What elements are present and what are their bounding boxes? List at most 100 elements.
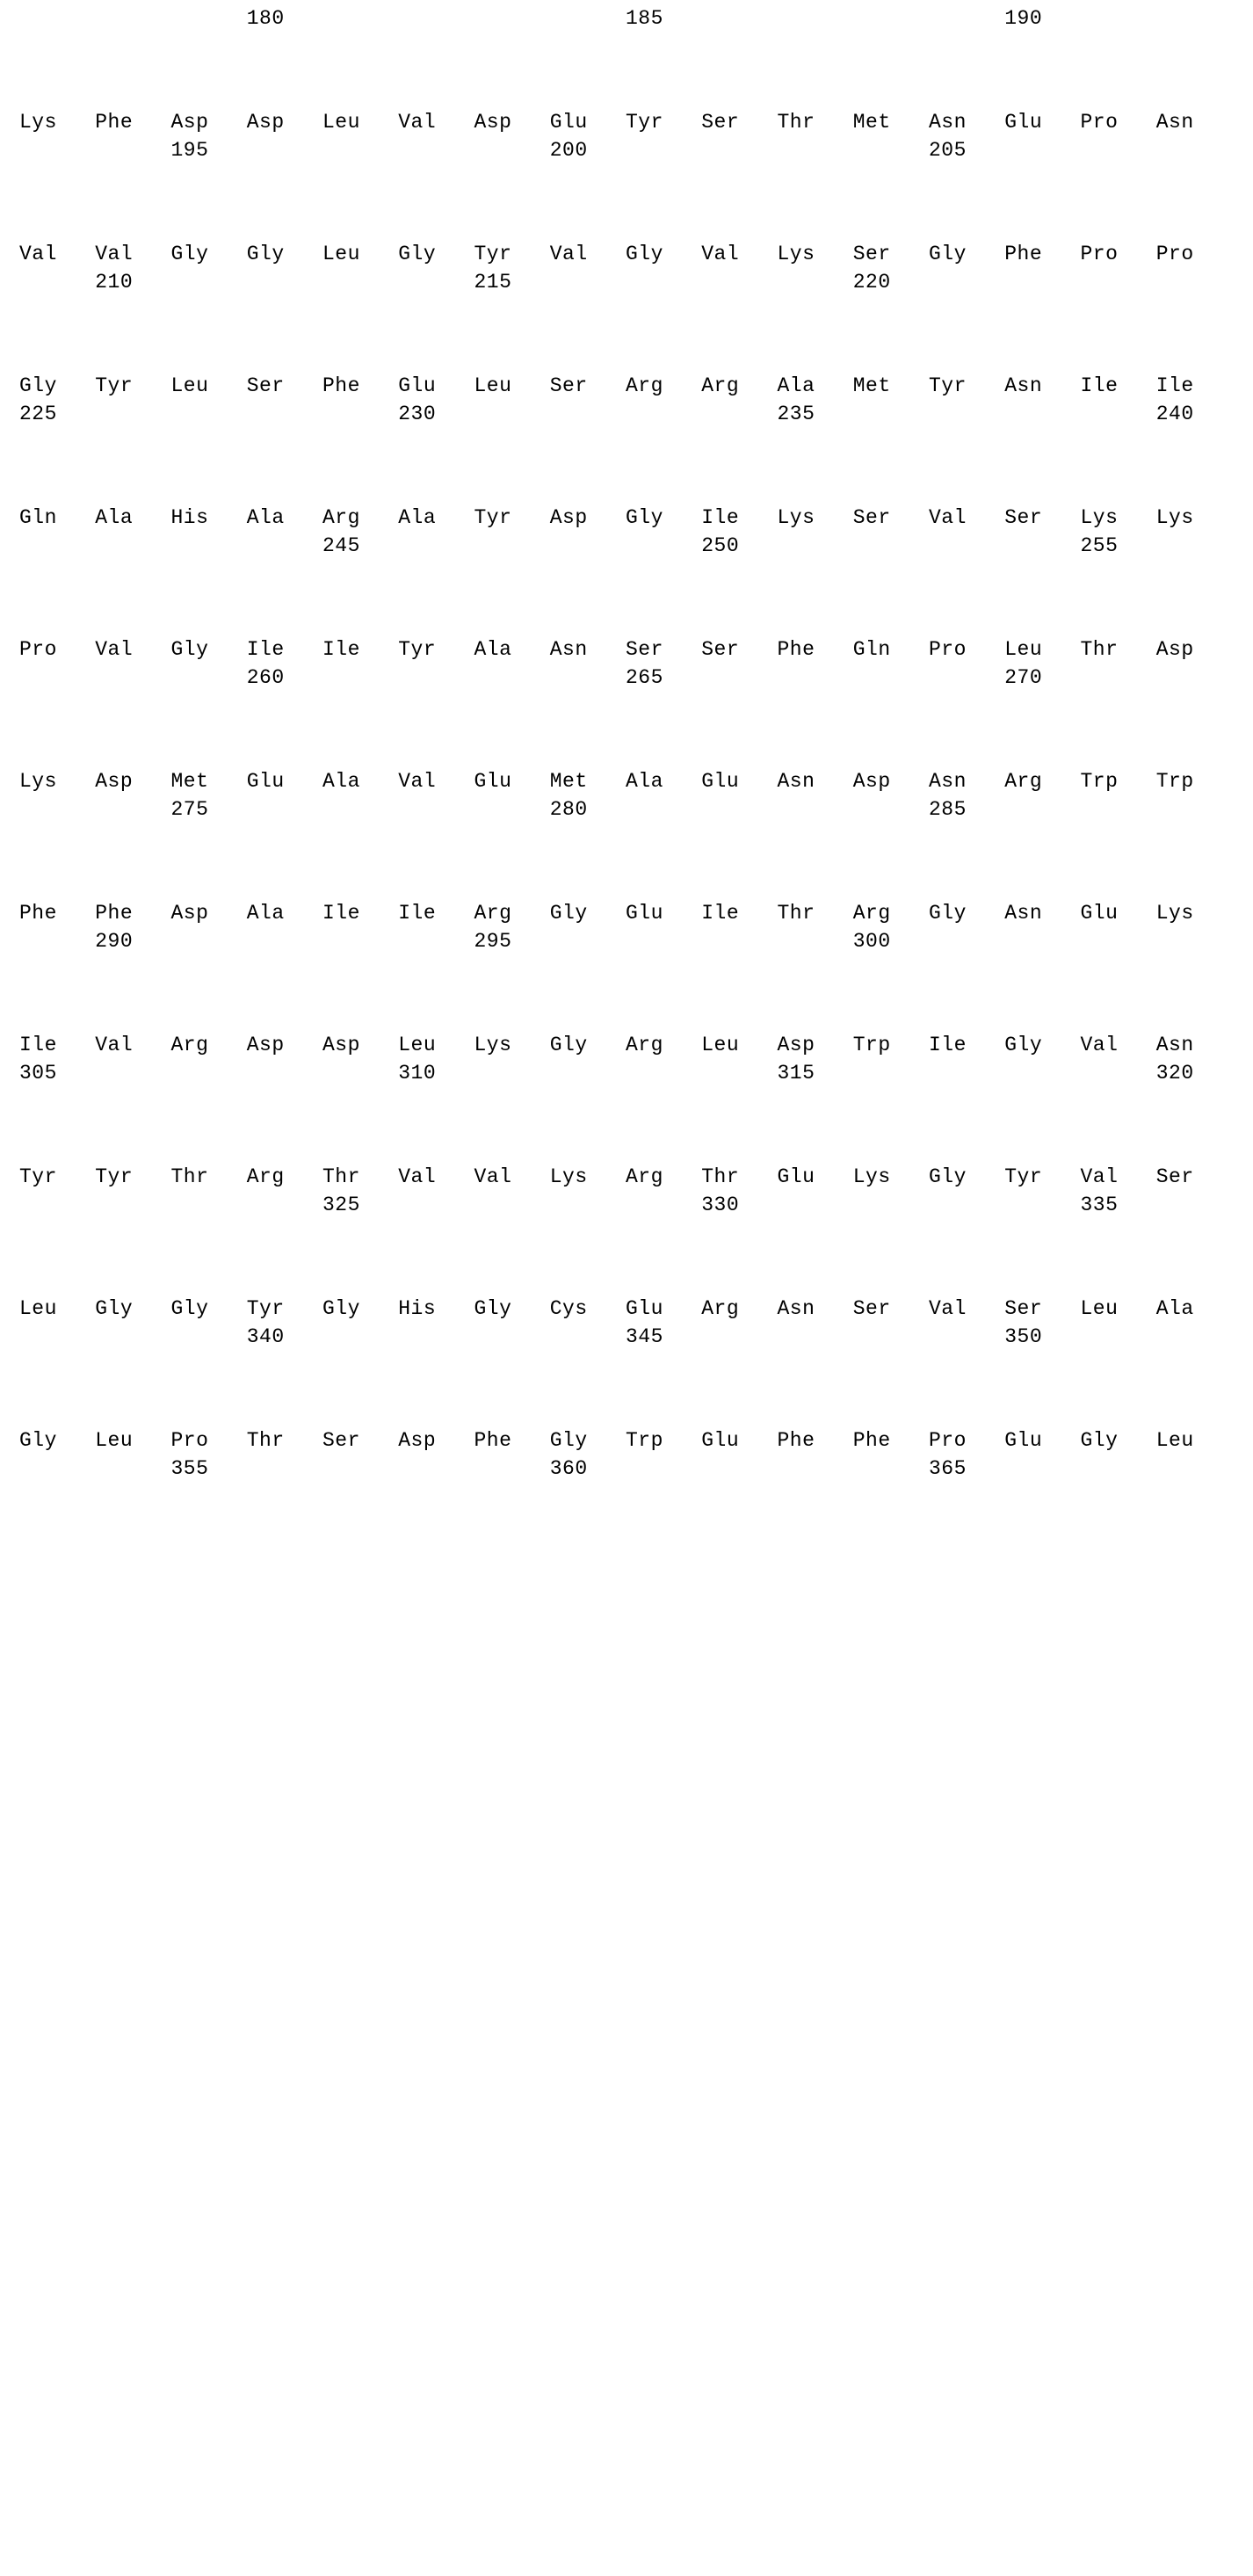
residue-cell: Lys xyxy=(474,1034,550,1056)
position-number-cell xyxy=(322,666,398,689)
residue-cell: Asp xyxy=(322,1034,398,1056)
position-number-cell xyxy=(778,666,853,689)
residue-cell: Ala xyxy=(247,902,322,925)
sequence-block: PhePheAspAlaIleIleArgGlyGluIleThrArgGlyA… xyxy=(19,902,1253,953)
position-number-cell xyxy=(1081,666,1156,689)
residue-cell: Met xyxy=(550,770,626,793)
residue-cell: Tyr xyxy=(1004,1165,1080,1188)
residue-cell: Val xyxy=(95,243,170,265)
position-number-row: 290295300 xyxy=(19,930,1253,953)
sequence-block: LysAspMetGluAlaValGluMetAlaGluAsnAspAsnA… xyxy=(19,770,1253,821)
residue-cell: Ala xyxy=(398,506,474,529)
position-number-cell xyxy=(626,139,701,162)
residue-cell: Leu xyxy=(322,111,398,134)
position-number-cell xyxy=(929,666,1004,689)
position-number-cell xyxy=(1081,1325,1156,1348)
residue-cell: Tyr xyxy=(474,506,550,529)
residue-cell: Val xyxy=(19,243,95,265)
residue-row: LeuGlyGlyTyrGlyHisGlyCysGluArgAsnSerValS… xyxy=(19,1297,1253,1320)
residue-cell: Asp xyxy=(778,1034,853,1056)
position-number-cell xyxy=(701,1325,777,1348)
residue-cell: Met xyxy=(171,770,247,793)
position-number-cell xyxy=(171,1194,247,1216)
residue-row: IleValArgAspAspLeuLysGlyArgLeuAspTrpIleG… xyxy=(19,1034,1253,1056)
position-number-cell xyxy=(778,7,853,30)
residue-cell: Gly xyxy=(929,1165,1004,1188)
position-number-cell xyxy=(322,403,398,425)
residue-cell: Gly xyxy=(171,243,247,265)
residue-cell: Val xyxy=(95,1034,170,1056)
residue-cell: Lys xyxy=(778,243,853,265)
residue-cell: Lys xyxy=(19,111,95,134)
position-number-cell: 185 xyxy=(626,7,701,30)
residue-cell: Phe xyxy=(1004,243,1080,265)
position-number-cell xyxy=(19,1194,95,1216)
residue-cell: Val xyxy=(95,638,170,661)
residue-cell: Glu xyxy=(1004,111,1080,134)
position-number-cell xyxy=(1156,534,1232,557)
residue-cell: Arg xyxy=(626,1034,701,1056)
residue-cell: Ile xyxy=(701,506,777,529)
position-number-cell xyxy=(1004,798,1080,821)
residue-cell: Tyr xyxy=(626,111,701,134)
position-number-cell xyxy=(474,1457,550,1480)
position-number-cell xyxy=(474,7,550,30)
residue-cell: Tyr xyxy=(474,243,550,265)
residue-cell: Asn xyxy=(1004,902,1080,925)
residue-cell: Arg xyxy=(626,374,701,397)
residue-cell: Glu xyxy=(1081,902,1156,925)
position-number-cell: 360 xyxy=(550,1457,626,1480)
residue-cell: Phe xyxy=(778,1429,853,1452)
residue-cell: Phe xyxy=(474,1429,550,1452)
position-number-cell: 275 xyxy=(171,798,247,821)
position-number-cell xyxy=(1081,271,1156,294)
position-number-cell xyxy=(853,1457,929,1480)
residue-cell: Pro xyxy=(1081,243,1156,265)
residue-cell: Ser xyxy=(550,374,626,397)
position-number-cell xyxy=(778,139,853,162)
position-number-row: 245250255 xyxy=(19,534,1253,557)
position-number-cell xyxy=(1081,930,1156,953)
residue-cell: Ser xyxy=(853,506,929,529)
position-number-cell: 320 xyxy=(1156,1062,1232,1085)
position-number-cell: 230 xyxy=(398,403,474,425)
position-number-cell xyxy=(929,1194,1004,1216)
position-number-cell xyxy=(626,930,701,953)
sequence-block: IleValArgAspAspLeuLysGlyArgLeuAspTrpIleG… xyxy=(19,1034,1253,1085)
residue-cell: Asp xyxy=(171,111,247,134)
position-number-cell xyxy=(853,1325,929,1348)
position-number-cell xyxy=(171,403,247,425)
position-number-cell xyxy=(95,1457,170,1480)
position-number-cell xyxy=(247,1194,322,1216)
position-number-cell xyxy=(1081,1457,1156,1480)
residue-cell: Gly xyxy=(550,1034,626,1056)
residue-cell: Ala xyxy=(626,770,701,793)
residue-cell: Ile xyxy=(1156,374,1232,397)
position-number-cell xyxy=(322,1062,398,1085)
position-number-cell: 195 xyxy=(171,139,247,162)
residue-cell: Tyr xyxy=(398,638,474,661)
position-number-cell xyxy=(95,666,170,689)
sequence-block: TyrTyrThrArgThrValValLysArgThrGluLysGlyT… xyxy=(19,1165,1253,1216)
position-number-cell xyxy=(626,534,701,557)
position-number-cell xyxy=(1004,1194,1080,1216)
residue-cell: Glu xyxy=(474,770,550,793)
position-number-cell: 315 xyxy=(778,1062,853,1085)
residue-cell: Lys xyxy=(1156,902,1232,925)
residue-row: GlyTyrLeuSerPheGluLeuSerArgArgAlaMetTyrA… xyxy=(19,374,1253,397)
residue-cell: Phe xyxy=(322,374,398,397)
position-number-cell xyxy=(247,1457,322,1480)
residue-cell: Gly xyxy=(626,243,701,265)
position-number-cell: 295 xyxy=(474,930,550,953)
residue-cell: Ala xyxy=(474,638,550,661)
sequence-block: LeuGlyGlyTyrGlyHisGlyCysGluArgAsnSerValS… xyxy=(19,1297,1253,1348)
residue-cell: Pro xyxy=(929,638,1004,661)
position-number-cell xyxy=(247,1062,322,1085)
residue-cell: Phe xyxy=(778,638,853,661)
residue-cell: Met xyxy=(853,111,929,134)
position-number-cell xyxy=(550,403,626,425)
residue-cell: Arg xyxy=(171,1034,247,1056)
residue-cell: Ala xyxy=(247,506,322,529)
position-number-cell xyxy=(398,1457,474,1480)
position-number-cell xyxy=(95,1325,170,1348)
